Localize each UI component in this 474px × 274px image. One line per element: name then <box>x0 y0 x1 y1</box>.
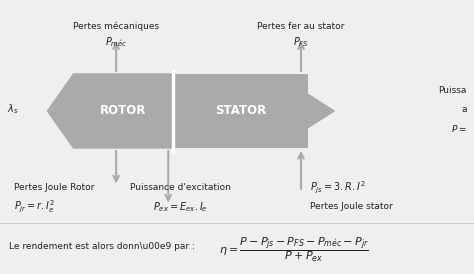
Text: a: a <box>461 105 467 114</box>
Polygon shape <box>308 94 334 128</box>
Text: $P_{js} = 3.R.I^{2}$: $P_{js} = 3.R.I^{2}$ <box>310 179 366 196</box>
Text: $P_{ex} = E_{ex}.I_e$: $P_{ex} = E_{ex}.I_e$ <box>153 200 208 214</box>
Text: $P_{m\acute{e}c}$: $P_{m\acute{e}c}$ <box>105 36 128 49</box>
Text: Pertes mécaniques: Pertes mécaniques <box>73 21 159 31</box>
Text: $\lambda_s$: $\lambda_s$ <box>7 103 18 116</box>
Text: $\eta = \dfrac{P - P_{js} - P_{FS} - P_{m\acute{e}c} - P_{jr}}{P + P_{ex}}$: $\eta = \dfrac{P - P_{js} - P_{FS} - P_{… <box>219 235 369 264</box>
Text: $P_{FS}$: $P_{FS}$ <box>293 36 309 49</box>
Text: Pertes fer au stator: Pertes fer au stator <box>257 22 345 30</box>
Text: $P =$: $P =$ <box>451 123 467 134</box>
Polygon shape <box>47 74 173 148</box>
Text: Pertes Joule Rotor: Pertes Joule Rotor <box>14 183 95 192</box>
Text: Puissance d'excitation: Puissance d'excitation <box>130 183 230 192</box>
Text: Le rendement est alors donn\u00e9 par :: Le rendement est alors donn\u00e9 par : <box>9 242 195 251</box>
Text: ROTOR: ROTOR <box>100 104 146 118</box>
Text: Pertes Joule stator: Pertes Joule stator <box>310 202 393 211</box>
Text: STATOR: STATOR <box>215 104 266 118</box>
Text: $P_{jr} = r.I_e^{2}$: $P_{jr} = r.I_e^{2}$ <box>14 199 55 215</box>
Text: Puissa: Puissa <box>438 86 467 95</box>
Bar <box>173 74 308 148</box>
